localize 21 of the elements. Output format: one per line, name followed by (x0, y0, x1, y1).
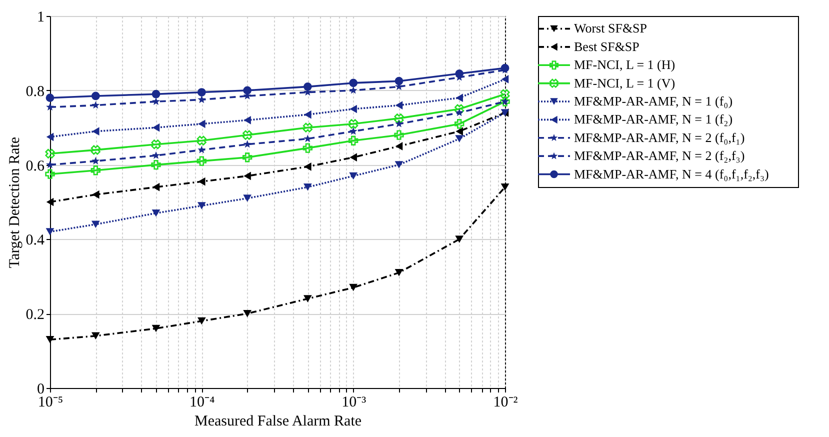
y-tick-label: 0.4 (26, 232, 45, 249)
legend-label: Best SF&SP (574, 38, 640, 54)
y-axis-title: Target Detection Rate (6, 136, 23, 268)
legend-label: MF&MP-AR-AMF, N = 2 (f₂,f₃) (574, 148, 745, 164)
legend-label: MF-NCI, L = 1 (V) (574, 75, 676, 90)
x-tick-label: 10⁻⁵ (38, 394, 64, 410)
legend-label: Worst SF&SP (574, 20, 648, 36)
y-tick-label: 0.8 (26, 84, 44, 100)
x-tick-label: 10⁻³ (342, 394, 367, 410)
y-tick-label: 0.6 (26, 158, 45, 174)
legend-label: MF-NCI, L = 1 (H) (574, 57, 676, 72)
y-tick-label: 0 (37, 382, 44, 398)
x-tick-label: 10⁻⁴ (190, 394, 215, 410)
legend-label: MF&MP-AR-AMF, N = 2 (f₀,f₁) (574, 130, 745, 145)
legend-label: MF&MP-AR-AMF, N = 1 (f₀) (574, 94, 733, 108)
legend-label: MF&MP-AR-AMF, N = 4 (f₀,f₁,f₂,f₃) (574, 166, 769, 182)
y-tick-label: 1 (37, 10, 44, 26)
x-tick-label: 10⁻² (493, 394, 518, 410)
legend-label: MF&MP-AR-AMF, N = 1 (f₂) (574, 112, 733, 127)
x-axis-title: Measured False Alarm Rate (194, 414, 362, 430)
y-tick-label: 0.2 (26, 307, 44, 324)
